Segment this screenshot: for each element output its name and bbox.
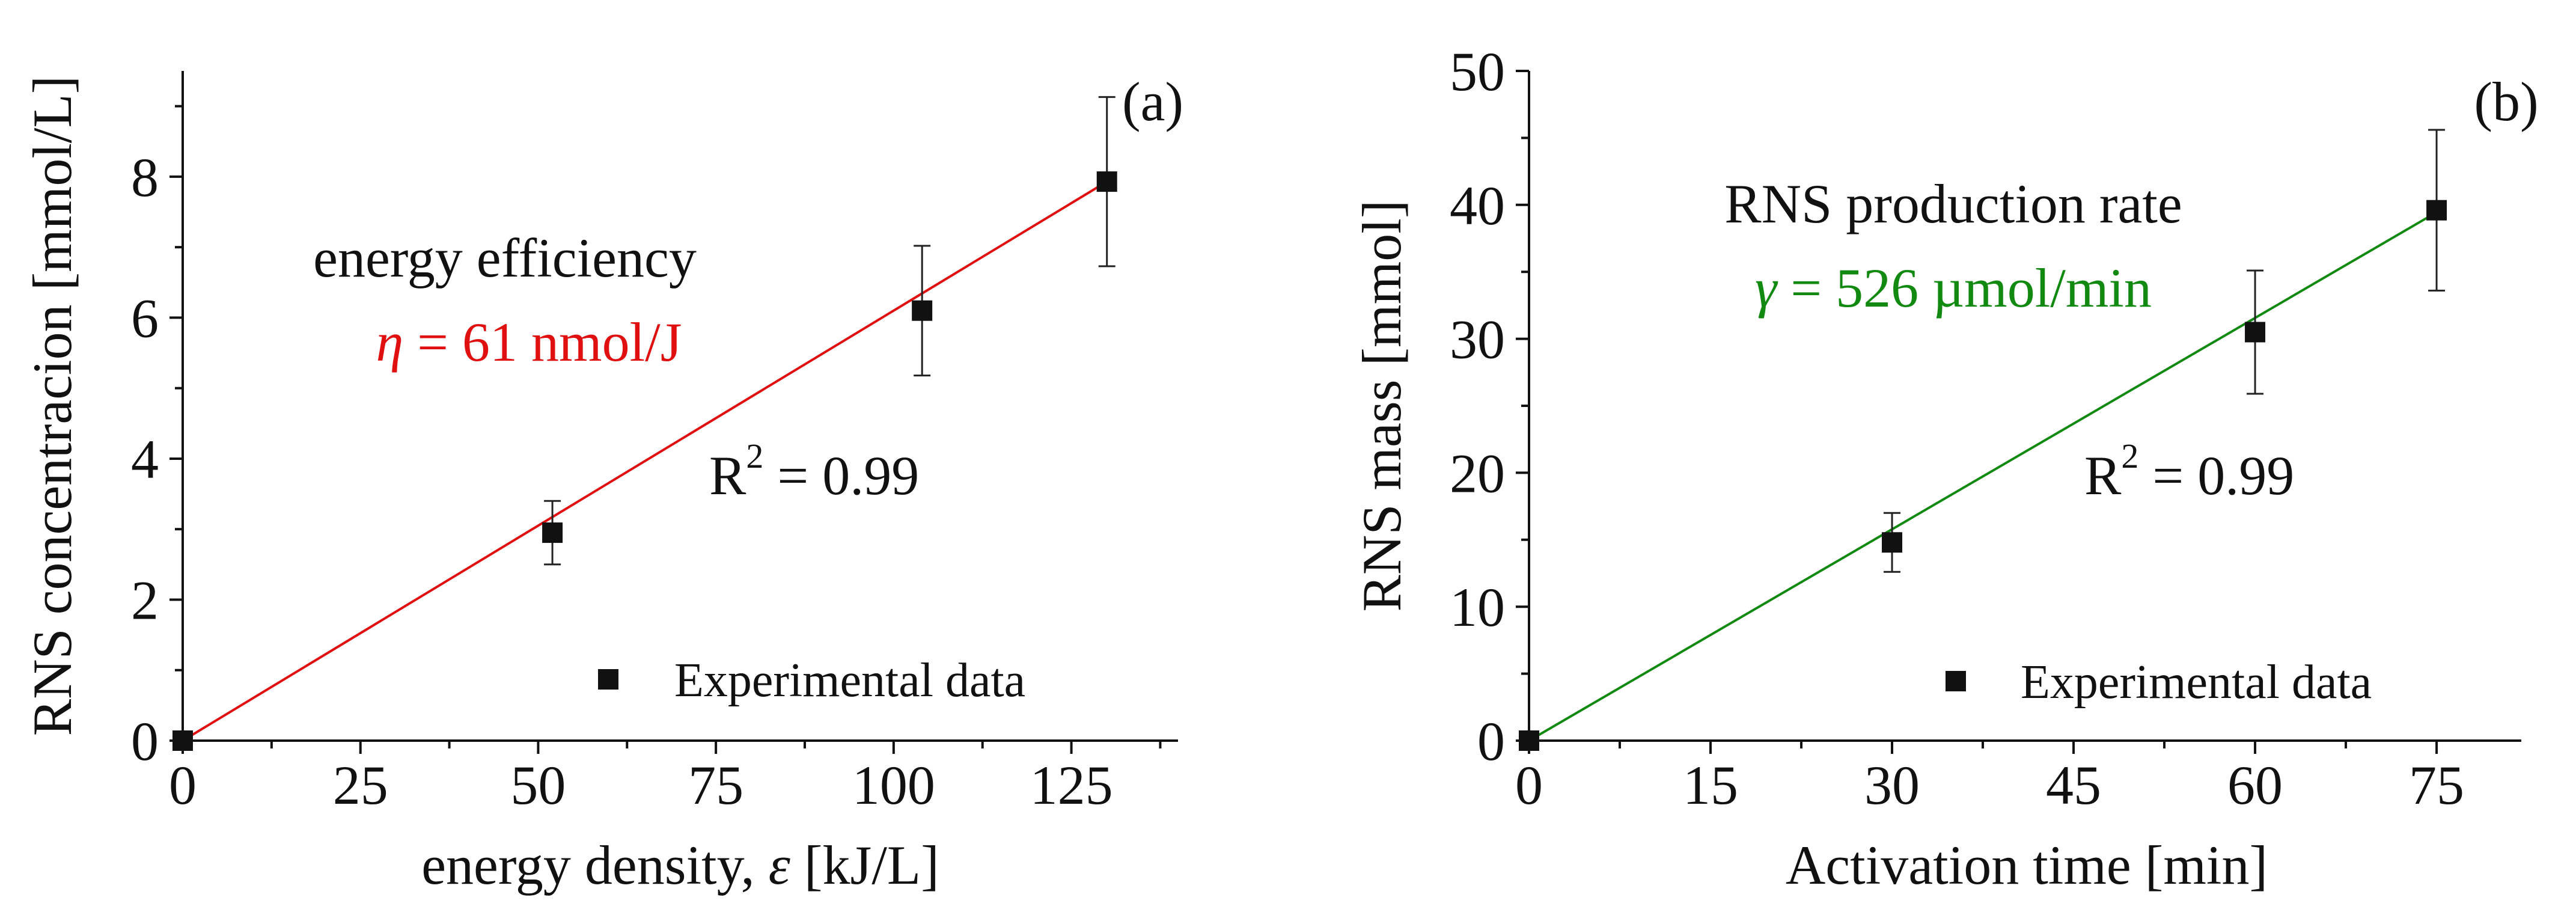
panel-b-y-tick-label: 30 [1450,309,1505,370]
panel-a-y-tick-label: 0 [131,711,159,772]
panel-b-legend-label: Experimental data [2021,656,2372,709]
panel-a-x-tick-label: 125 [1030,754,1113,816]
panel-b-data-point [2426,200,2447,221]
panel-a-r-squared: R2 = 0.99 [709,436,919,506]
panel-a-x-tick-label: 0 [169,754,197,816]
panel-b-label: (b) [2474,71,2538,132]
panel-a-data-point [1096,171,1117,192]
panel-b-x-tick-label: 75 [2409,754,2464,816]
panel-a-y-tick-label: 8 [131,147,159,208]
panel-a-y-tick-label: 2 [131,569,159,631]
panel-b-data-point [1882,532,1903,553]
panel-a-x-tick-label: 75 [688,754,743,816]
panel-b-data-point [2245,322,2266,343]
panel-b-x-tick-label: 30 [1864,754,1920,816]
panel-a-legend-label: Experimental data [674,654,1025,707]
panel-b-fit-line [1528,211,2438,742]
panel-a-y-tick-label: 6 [131,287,159,349]
panel-a-x-axis-title: energy density, ε [kJ/L] [421,834,939,896]
panel-a-label: (a) [1122,71,1183,132]
panel-a-y-axis-title: RNS concentracion [mmol/L] [22,76,83,736]
panel-b-x-axis-title: Activation time [min] [1786,834,2268,896]
panel-b-y-tick-label: 20 [1450,442,1505,504]
panel-b-y-tick-label: 50 [1450,41,1505,102]
panel-a: 0 25 50 75 100 125 0 2 4 6 8 energy density, ε [kJ… [22,71,1183,896]
panel-b-x-tick-label: 45 [2046,754,2101,816]
panel-b-legend-marker [1946,671,1966,691]
panel-b-y-tick-label: 40 [1450,175,1505,236]
panel-a-x-tick-label: 25 [333,754,388,816]
panel-b: 0 15 30 45 60 75 0 10 20 30 40 50 Activation time [… [1351,41,2539,896]
panel-a-y-tick-label: 4 [131,429,159,490]
panel-b-x-tick-label: 15 [1683,754,1738,816]
panel-b-data-point [1519,730,1539,751]
panel-a-efficiency-value: η = 61 nmol/J [376,311,682,373]
panel-b-x-tick-label: 60 [2227,754,2283,816]
panel-b-rate-value: γ = 526 µmol/min [1755,257,2152,319]
panel-a-annotation-title: energy efficiency [313,227,697,289]
panel-a-data-point [172,730,193,751]
panel-a-fit-line [182,180,1108,742]
panel-b-y-axis-title: RNS mass [mmol] [1351,200,1412,612]
panel-a-x-tick-label: 100 [852,754,935,816]
panel-a-legend-marker [598,669,618,690]
panel-b-annotation-title: RNS production rate [1724,173,2182,234]
panel-b-y-tick-label: 10 [1450,577,1505,638]
panel-a-data-point [542,522,563,543]
panel-a-data-point [912,300,933,321]
panel-b-y-tick-label: 0 [1477,711,1505,772]
panel-a-x-tick-label: 50 [510,754,566,816]
panel-b-x-tick-label: 0 [1515,754,1543,816]
panel-b-r-squared: R2 = 0.99 [2084,436,2294,506]
